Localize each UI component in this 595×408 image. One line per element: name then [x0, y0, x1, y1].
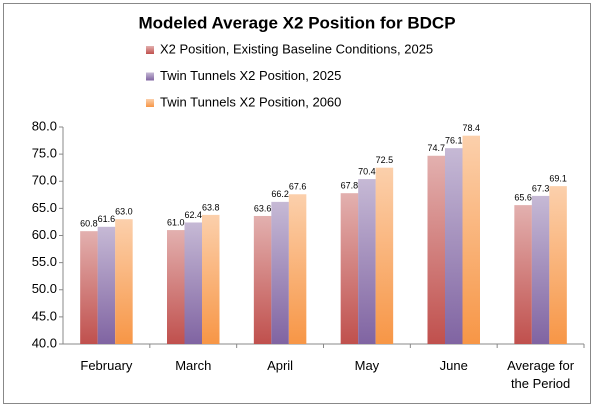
- x-tick-label: June: [439, 358, 468, 373]
- bar: [167, 230, 185, 344]
- y-tick-label: 55.0: [32, 254, 57, 269]
- data-label: 60.8: [80, 219, 98, 229]
- data-label: 69.1: [549, 174, 567, 184]
- bar: [445, 148, 463, 344]
- x-tick-label: March: [175, 358, 212, 373]
- y-tick-label: 75.0: [32, 146, 57, 161]
- legend-swatch: [146, 72, 154, 81]
- data-label: 72.5: [376, 155, 394, 165]
- bar: [271, 201, 289, 344]
- bar: [549, 186, 567, 344]
- bar: [288, 194, 307, 344]
- bar: [514, 205, 532, 344]
- data-label: 62.4: [184, 210, 202, 220]
- bar: [462, 135, 480, 344]
- data-label: 63.6: [254, 203, 272, 213]
- x-tick-label: April: [267, 358, 294, 373]
- data-label: 66.2: [271, 189, 289, 199]
- legend-label: X2 Position, Existing Baseline Condition…: [160, 41, 433, 56]
- x-tick-label: February: [80, 358, 133, 373]
- y-tick-label: 45.0: [32, 308, 57, 323]
- y-tick-label: 60.0: [32, 227, 57, 242]
- x-tick-label: Average for the Period: [507, 358, 575, 391]
- data-label: 76.1: [445, 136, 463, 146]
- bar: [115, 219, 133, 344]
- bar: [427, 155, 445, 344]
- y-tick-label: 70.0: [32, 173, 57, 188]
- chart-title: Modeled Average X2 Position for BDCP: [138, 13, 455, 32]
- legend-swatch: [146, 99, 154, 107]
- bar: [184, 222, 202, 344]
- bar: [340, 193, 359, 344]
- data-label: 74.7: [427, 143, 445, 153]
- legend-label: Twin Tunnels X2 Position, 2060: [160, 94, 341, 109]
- y-tick-label: 40.0: [32, 335, 57, 350]
- bar: [202, 214, 220, 344]
- bar: [97, 226, 116, 344]
- data-label: 61.6: [98, 214, 116, 224]
- data-label: 63.0: [115, 207, 133, 217]
- data-label: 63.8: [202, 202, 220, 212]
- data-label: 67.8: [341, 181, 359, 191]
- x-tick-label: May: [354, 358, 380, 373]
- data-label: 70.4: [358, 166, 376, 176]
- legend-label: Twin Tunnels X2 Position, 2025: [160, 68, 341, 83]
- y-tick-label: 50.0: [32, 281, 57, 296]
- data-label: 65.6: [514, 192, 532, 202]
- y-tick-label: 80.0: [32, 118, 57, 133]
- legend-swatch: [146, 46, 154, 54]
- bar: [531, 195, 550, 344]
- bar: [375, 167, 394, 344]
- data-label: 78.4: [462, 123, 480, 133]
- bar: [358, 179, 376, 344]
- bar: [253, 215, 272, 344]
- y-tick-label: 65.0: [32, 200, 57, 215]
- bar: [80, 231, 98, 344]
- data-label: 61.0: [167, 217, 185, 227]
- data-label: 67.6: [289, 182, 307, 192]
- data-label: 67.3: [532, 183, 550, 193]
